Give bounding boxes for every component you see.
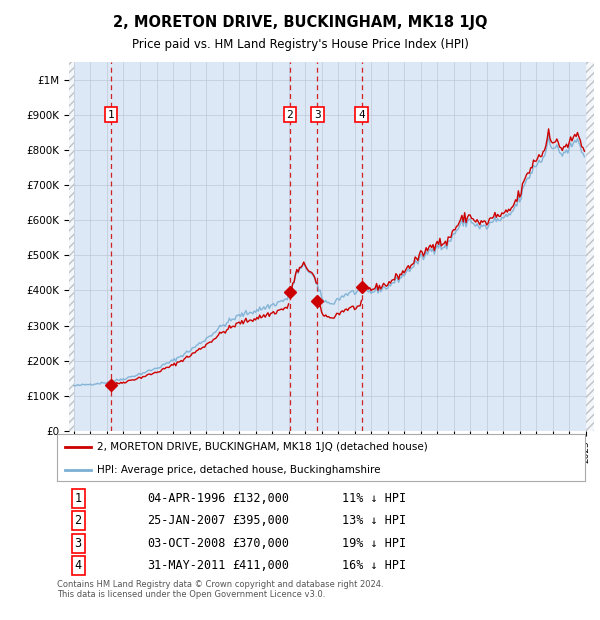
Text: 3: 3 <box>314 110 321 120</box>
Text: HPI: Average price, detached house, Buckinghamshire: HPI: Average price, detached house, Buck… <box>97 465 380 476</box>
Text: 31-MAY-2011: 31-MAY-2011 <box>147 559 225 572</box>
Text: Contains HM Land Registry data © Crown copyright and database right 2024.
This d: Contains HM Land Registry data © Crown c… <box>57 580 383 599</box>
Text: 2: 2 <box>286 110 293 120</box>
Text: 4: 4 <box>358 110 365 120</box>
Text: £411,000: £411,000 <box>232 559 289 572</box>
Text: £370,000: £370,000 <box>232 537 289 549</box>
Text: 1: 1 <box>108 110 115 120</box>
Text: 03-OCT-2008: 03-OCT-2008 <box>147 537 225 549</box>
Bar <box>69 62 74 431</box>
Text: 04-APR-1996: 04-APR-1996 <box>147 492 225 505</box>
Text: 13% ↓ HPI: 13% ↓ HPI <box>342 515 406 527</box>
Text: 3: 3 <box>74 537 82 549</box>
Bar <box>586 62 594 431</box>
Text: 2, MORETON DRIVE, BUCKINGHAM, MK18 1JQ: 2, MORETON DRIVE, BUCKINGHAM, MK18 1JQ <box>113 16 487 30</box>
Text: 2, MORETON DRIVE, BUCKINGHAM, MK18 1JQ (detached house): 2, MORETON DRIVE, BUCKINGHAM, MK18 1JQ (… <box>97 441 427 451</box>
Text: 25-JAN-2007: 25-JAN-2007 <box>147 515 225 527</box>
Text: £395,000: £395,000 <box>232 515 289 527</box>
Text: 4: 4 <box>74 559 82 572</box>
Text: 1: 1 <box>74 492 82 505</box>
Text: £132,000: £132,000 <box>232 492 289 505</box>
Text: 19% ↓ HPI: 19% ↓ HPI <box>342 537 406 549</box>
Text: 16% ↓ HPI: 16% ↓ HPI <box>342 559 406 572</box>
Text: Price paid vs. HM Land Registry's House Price Index (HPI): Price paid vs. HM Land Registry's House … <box>131 38 469 51</box>
Text: 2: 2 <box>74 515 82 527</box>
Text: 11% ↓ HPI: 11% ↓ HPI <box>342 492 406 505</box>
